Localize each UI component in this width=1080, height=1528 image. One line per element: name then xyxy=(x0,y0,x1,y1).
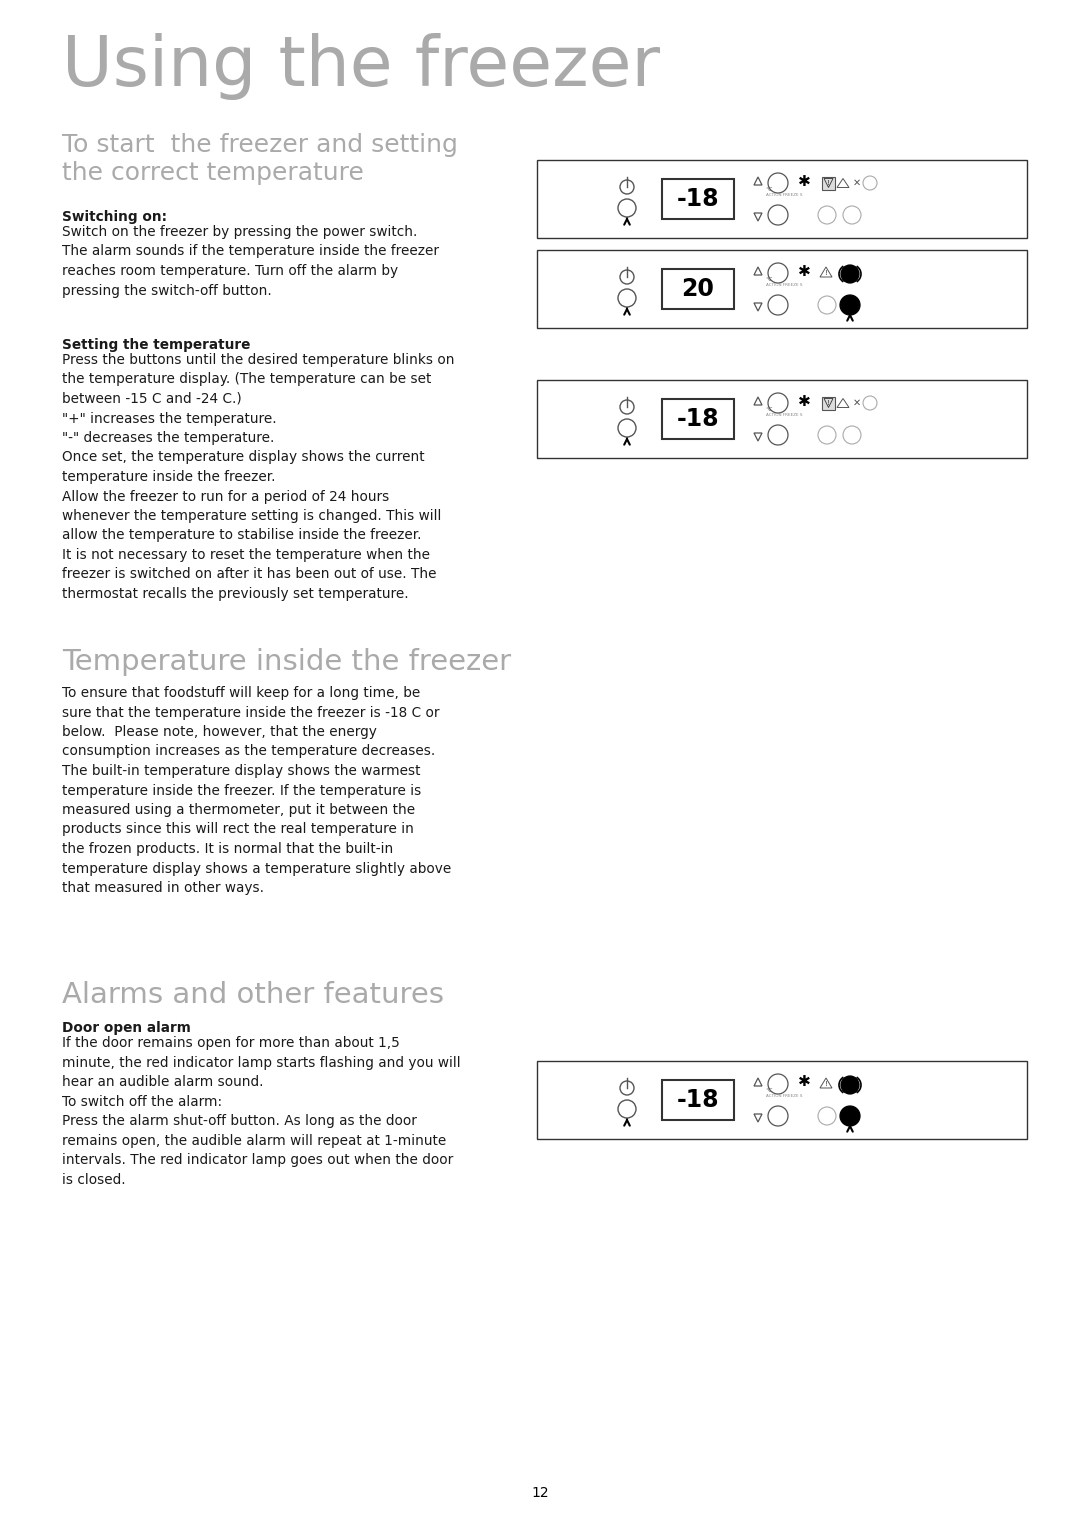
Text: the correct temperature: the correct temperature xyxy=(62,160,364,185)
Text: Switch on the freezer by pressing the power switch.
The alarm sounds if the temp: Switch on the freezer by pressing the po… xyxy=(62,225,438,298)
FancyBboxPatch shape xyxy=(537,380,1027,458)
Text: ✱: ✱ xyxy=(798,394,810,408)
Text: Alarms and other features: Alarms and other features xyxy=(62,981,444,1008)
Text: °C: °C xyxy=(765,1088,772,1093)
Text: 12: 12 xyxy=(531,1487,549,1500)
Text: To start  the freezer and setting: To start the freezer and setting xyxy=(62,133,458,157)
Text: Setting the temperature: Setting the temperature xyxy=(62,338,251,351)
Text: Press the buttons until the desired temperature blinks on
the temperature displa: Press the buttons until the desired temp… xyxy=(62,353,455,601)
Text: ✱: ✱ xyxy=(798,1074,810,1089)
Text: Using the freezer: Using the freezer xyxy=(62,34,660,99)
FancyBboxPatch shape xyxy=(537,251,1027,329)
Text: To ensure that foodstuff will keep for a long time, be
sure that the temperature: To ensure that foodstuff will keep for a… xyxy=(62,686,451,895)
Text: ACTION FREEZE S: ACTION FREEZE S xyxy=(766,283,802,287)
Text: -18: -18 xyxy=(677,1088,719,1112)
Text: ACTION FREEZE S: ACTION FREEZE S xyxy=(766,413,802,417)
Text: Switching on:: Switching on: xyxy=(62,209,167,225)
Text: °C: °C xyxy=(765,406,772,413)
Text: ✕: ✕ xyxy=(853,397,861,408)
Text: !: ! xyxy=(824,270,827,277)
Text: -18: -18 xyxy=(677,406,719,431)
Text: Temperature inside the freezer: Temperature inside the freezer xyxy=(62,648,511,675)
Text: °C: °C xyxy=(765,186,772,193)
Circle shape xyxy=(841,1076,859,1094)
Text: ACTION FREEZE S: ACTION FREEZE S xyxy=(766,193,802,197)
Text: !: ! xyxy=(827,400,829,406)
Text: ✱: ✱ xyxy=(798,174,810,188)
Text: If the door remains open for more than about 1,5
minute, the red indicator lamp : If the door remains open for more than a… xyxy=(62,1036,461,1187)
Text: °C: °C xyxy=(765,277,772,283)
Text: 20: 20 xyxy=(681,277,715,301)
FancyBboxPatch shape xyxy=(537,1060,1027,1138)
Text: !: ! xyxy=(827,180,829,186)
Text: ✕: ✕ xyxy=(853,177,861,188)
FancyBboxPatch shape xyxy=(662,269,734,309)
FancyBboxPatch shape xyxy=(822,396,835,410)
Circle shape xyxy=(841,264,859,283)
FancyBboxPatch shape xyxy=(662,1080,734,1120)
FancyBboxPatch shape xyxy=(822,177,835,189)
FancyBboxPatch shape xyxy=(662,399,734,439)
Text: ACTION FREEZE S: ACTION FREEZE S xyxy=(766,1094,802,1099)
Circle shape xyxy=(840,295,860,315)
Text: -18: -18 xyxy=(677,186,719,211)
FancyBboxPatch shape xyxy=(662,179,734,219)
FancyBboxPatch shape xyxy=(537,160,1027,238)
Text: Door open alarm: Door open alarm xyxy=(62,1021,191,1034)
Text: !: ! xyxy=(824,1080,827,1086)
Circle shape xyxy=(840,1106,860,1126)
Text: ✱: ✱ xyxy=(798,263,810,278)
